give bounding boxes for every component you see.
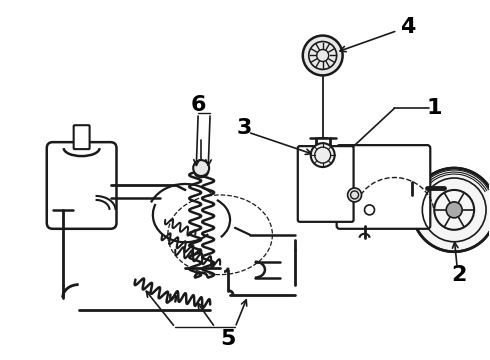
Text: 4: 4 <box>400 17 415 37</box>
Circle shape <box>193 160 209 176</box>
Circle shape <box>303 36 343 75</box>
Circle shape <box>311 143 335 167</box>
FancyBboxPatch shape <box>298 146 354 222</box>
Text: 2: 2 <box>451 265 467 285</box>
Text: 5: 5 <box>220 329 236 350</box>
Circle shape <box>347 188 362 202</box>
Text: 3: 3 <box>236 118 252 138</box>
FancyBboxPatch shape <box>47 142 117 229</box>
FancyBboxPatch shape <box>337 145 430 229</box>
FancyBboxPatch shape <box>74 125 90 149</box>
Circle shape <box>413 168 490 252</box>
Circle shape <box>446 202 462 218</box>
Text: 6: 6 <box>191 95 206 115</box>
Text: 1: 1 <box>426 98 442 118</box>
